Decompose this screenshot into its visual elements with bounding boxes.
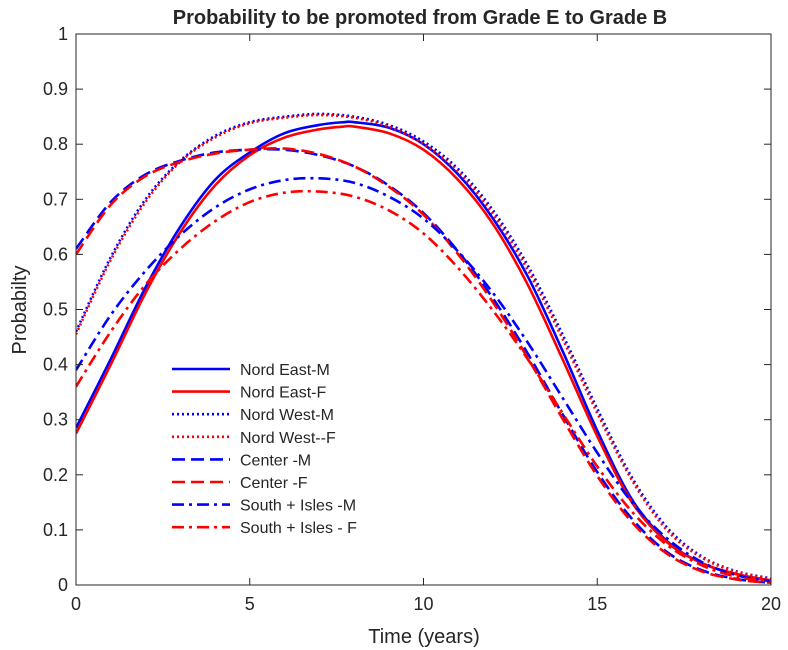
series-layer (76, 112, 771, 585)
y-tick-label: 0.1 (43, 520, 68, 540)
y-tick-label: 0.5 (43, 300, 68, 320)
legend-label-5: Center -M (240, 452, 311, 469)
y-tick-label: 0.4 (43, 355, 68, 375)
x-tick-label: 20 (761, 594, 781, 614)
y-tick-label: 0.8 (43, 134, 68, 154)
series-line-6 (76, 147, 771, 585)
series-line-3 (76, 112, 771, 580)
y-axis-label: Probabilty (9, 266, 31, 355)
legend-label-2: Nord East-F (240, 385, 326, 402)
x-tick-label: 5 (245, 594, 255, 614)
y-tick-label: 0.3 (43, 410, 68, 430)
x-tick-label: 15 (587, 594, 607, 614)
axes-layer: 0 5 10 15 20 0 0.1 0.2 0.3 0.4 0.5 0.6 0.7 0.8 0.9 1 (43, 24, 781, 614)
series-line-8 (76, 189, 771, 583)
y-tick-label: 1 (58, 24, 68, 44)
series-line-2 (76, 124, 771, 582)
y-tick-label: 0.2 (43, 465, 68, 485)
chart-title: Probability to be promoted from Grade E … (173, 7, 668, 29)
y-tick-label: 0 (58, 575, 68, 595)
legend: Nord East-M Nord East-F Nord West-M Nord We… (160, 355, 375, 544)
y-tick-label: 0.6 (43, 244, 68, 264)
legend-label-1: Nord East-M (240, 362, 330, 379)
legend-label-6: Center -F (240, 475, 308, 492)
x-axis-label: Time (years) (368, 626, 479, 648)
y-tick-label: 0.9 (43, 79, 68, 99)
legend-box (160, 355, 375, 544)
legend-label-4: Nord West--F (240, 430, 336, 447)
y-tick-label: 0.7 (43, 189, 68, 209)
legend-label-7: South + Isles -M (240, 498, 356, 515)
legend-label-8: South + Isles - F (240, 520, 357, 537)
x-tick-label: 10 (413, 594, 433, 614)
series-line-7 (76, 176, 771, 583)
legend-label-3: Nord West-M (240, 407, 334, 424)
x-tick-label: 0 (71, 594, 81, 614)
